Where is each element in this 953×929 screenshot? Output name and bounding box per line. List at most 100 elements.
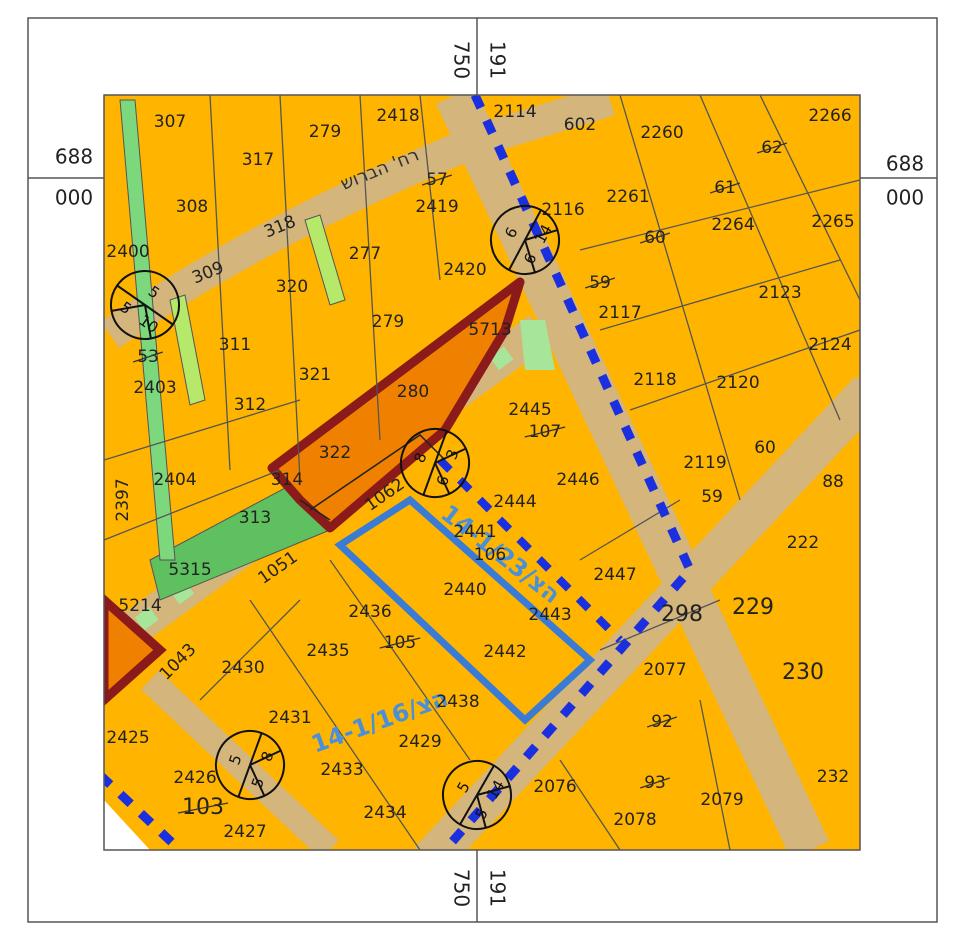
- marker-circle: [400, 428, 470, 498]
- parcel-label: 2431: [268, 708, 311, 728]
- marker-line: [476, 794, 487, 829]
- parcel-label: 307: [154, 112, 186, 132]
- coord: 688: [886, 152, 924, 176]
- map-border: [103, 94, 861, 851]
- parcel-label: 230: [782, 660, 824, 685]
- parcel-label: 2265: [811, 212, 854, 232]
- parcel-label: 2077: [643, 660, 686, 680]
- marker-line: [524, 239, 536, 273]
- coord: 750: [450, 869, 474, 907]
- parcel-label: 2260: [640, 123, 683, 143]
- parcel-label: 311: [219, 335, 251, 355]
- strike: [756, 142, 788, 154]
- coord: 191: [486, 869, 510, 907]
- strike: [524, 426, 566, 438]
- parcel-label: 2442: [483, 642, 526, 662]
- plan-marker: 558: [215, 730, 285, 800]
- parcel-label: 2418: [376, 106, 419, 126]
- marker-line: [524, 229, 558, 241]
- parcel-label: 322: [319, 443, 351, 463]
- parcel-label: 88: [822, 472, 844, 492]
- parcel-label: 5713: [468, 320, 511, 340]
- marker-line: [249, 764, 266, 797]
- marker-line: [434, 447, 467, 464]
- parcel-label: 222: [787, 533, 819, 553]
- parcel-label: 2404: [153, 470, 196, 490]
- parcel-label: 2076: [533, 777, 576, 797]
- map-area: [104, 95, 860, 850]
- parcel-label: 2440: [443, 580, 486, 600]
- parcel-label: 2434: [363, 803, 406, 823]
- marker-line: [111, 304, 146, 312]
- strike: [132, 351, 164, 363]
- parcel-label: 279: [372, 312, 404, 332]
- parcel-label: 2420: [443, 260, 486, 280]
- parcel-label: 60: [754, 438, 776, 458]
- parcel-label: 308: [176, 197, 208, 217]
- marker-circle: [442, 760, 512, 830]
- parcel-label: 2120: [716, 373, 759, 393]
- parcel-label: 2079: [700, 790, 743, 810]
- marker-line: [476, 785, 511, 796]
- strike: [177, 802, 229, 814]
- strike: [709, 182, 741, 194]
- strike: [639, 777, 671, 789]
- strike: [646, 716, 678, 728]
- parcel-label: 2426: [173, 768, 216, 788]
- parcel-label: 2118: [633, 370, 676, 390]
- parcel-label: 2429: [398, 732, 441, 752]
- parcel-label: 2114: [493, 102, 536, 122]
- parcel-label: 5315: [168, 560, 211, 580]
- parcel-label: 2116: [541, 200, 584, 220]
- coord: 000: [886, 186, 924, 210]
- parcel-label: 2124: [808, 335, 851, 355]
- parcel-label: 2430: [221, 658, 264, 678]
- parcel-label: 2425: [106, 728, 149, 748]
- parcel-label: 2403: [133, 378, 176, 398]
- parcel-label: 5214: [118, 596, 161, 616]
- parcel-label: 2119: [683, 453, 726, 473]
- coord: 000: [55, 186, 93, 210]
- strike: [639, 232, 671, 244]
- parcel-label: 2419: [415, 197, 458, 217]
- parcel-label: 2446: [556, 470, 599, 490]
- parcel-label: 2266: [808, 106, 851, 126]
- parcel-label: 59: [701, 487, 723, 507]
- coord: 750: [450, 41, 474, 79]
- parcel-label: 2445: [508, 400, 551, 420]
- parcel-label: 2078: [613, 810, 656, 830]
- parcel-label: 312: [234, 395, 266, 415]
- parcel-label: 2261: [606, 187, 649, 207]
- parcel-label: 2264: [711, 215, 754, 235]
- marker-line: [144, 304, 152, 339]
- parcel-label: 2400: [106, 242, 149, 262]
- strike: [421, 174, 453, 186]
- parcel-label: 277: [349, 244, 381, 264]
- parcel-label: 2436: [348, 602, 391, 622]
- marker-line: [249, 749, 282, 766]
- parcel-label: 2123: [758, 283, 801, 303]
- parcel-label: 2443: [528, 605, 571, 625]
- parcel-label: 2433: [320, 760, 363, 780]
- parcel-label: 313: [239, 508, 271, 528]
- parcel-label: 2427: [223, 822, 266, 842]
- parcel-label: 232: [817, 767, 849, 787]
- parcel-label: 2444: [493, 492, 536, 512]
- coord: 191: [486, 41, 510, 79]
- parcel-label: 602: [564, 115, 596, 135]
- parcel-label: 2441: [453, 522, 496, 542]
- marker-line: [434, 462, 451, 495]
- parcel-label: 321: [299, 365, 331, 385]
- parcel-label: 317: [242, 150, 274, 170]
- parcel-label: 314: [271, 470, 303, 490]
- parcel-label: 229: [732, 595, 774, 620]
- parcel-label: 106: [474, 545, 506, 565]
- parcel-label: 2117: [598, 303, 641, 323]
- parcel-label: 279: [309, 122, 341, 142]
- strike: [379, 637, 421, 649]
- parcel-label: 2438: [436, 692, 479, 712]
- parcel-label: 2435: [306, 641, 349, 661]
- strike: [584, 277, 616, 289]
- parcel-label: 280: [397, 382, 429, 402]
